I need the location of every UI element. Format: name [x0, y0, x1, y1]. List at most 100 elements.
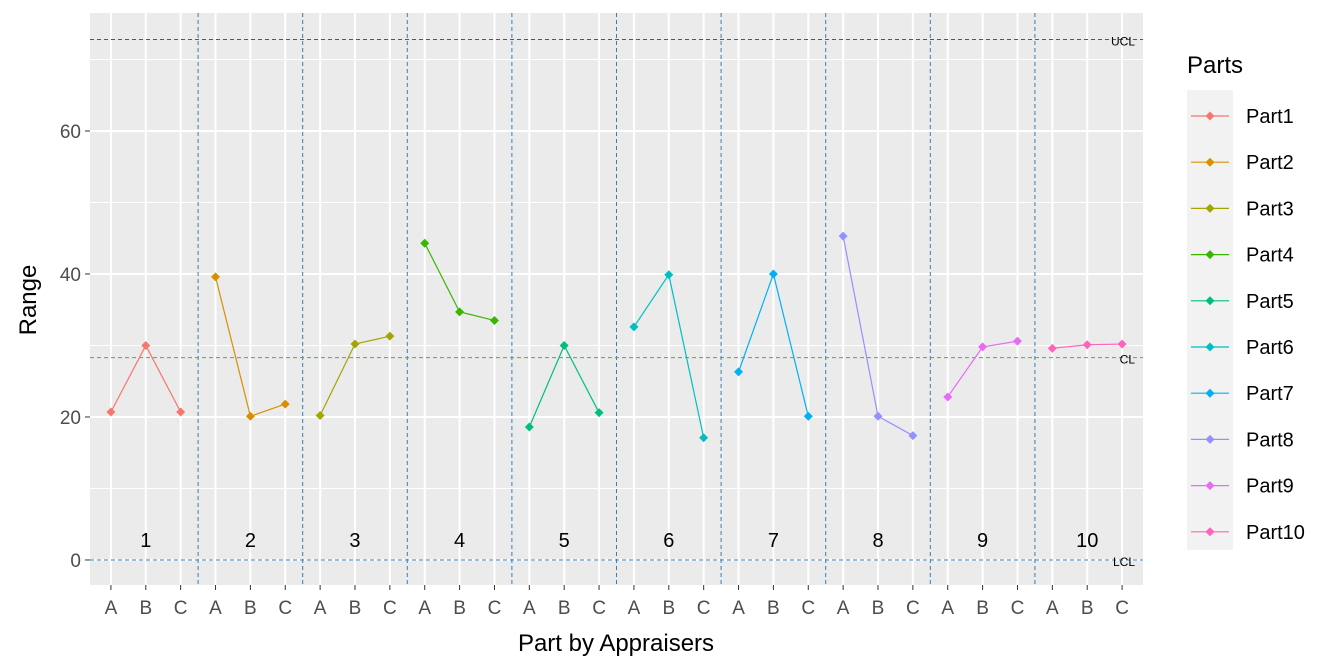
x-tick-label: A: [837, 598, 850, 619]
legend-key-marker: [1205, 296, 1215, 306]
x-tick-label: A: [209, 598, 222, 619]
legend-label: Part1: [1246, 106, 1294, 128]
data-point: [594, 408, 604, 418]
y-tick-label: 40: [60, 265, 81, 286]
legend-key-marker: [1205, 250, 1215, 260]
data-point: [350, 339, 360, 349]
series-part9: [943, 336, 1022, 402]
y-axis-title: Range: [15, 265, 42, 336]
legend-item: Part6: [1191, 337, 1294, 359]
legend-item: Part4: [1191, 245, 1294, 267]
x-tick-label: C: [174, 598, 188, 619]
legend-label: Part6: [1246, 337, 1294, 359]
data-point: [420, 238, 430, 248]
series-part7: [734, 269, 813, 421]
part-label: 6: [663, 530, 674, 552]
x-tick-label: C: [278, 598, 292, 619]
data-point: [908, 431, 918, 441]
data-point: [1047, 343, 1057, 353]
x-tick-label: A: [523, 598, 536, 619]
legend-key-marker: [1205, 434, 1215, 444]
x-tick-label: C: [1115, 598, 1129, 619]
legend-key-marker: [1205, 111, 1215, 121]
legend-label: Part4: [1246, 245, 1294, 267]
series-group: [106, 231, 1127, 443]
x-tick-label: A: [628, 598, 641, 619]
data-point: [315, 411, 325, 421]
x-tick-label: A: [1046, 598, 1059, 619]
x-tick-label: C: [906, 598, 920, 619]
legend-label: Part10: [1246, 522, 1305, 544]
data-point: [734, 367, 744, 377]
legend-item: Part5: [1191, 291, 1294, 313]
legend-label: Part7: [1246, 383, 1294, 405]
ref-label-lcl: LCL: [1113, 555, 1135, 569]
data-point: [699, 433, 709, 443]
legend-label: Part2: [1246, 152, 1294, 174]
x-tick-label: B: [976, 598, 989, 619]
ref-label-ucl: UCL: [1111, 34, 1135, 48]
x-tick-label: B: [872, 598, 885, 619]
legend-items: Part1 Part2 Part3 Part4 Part5 Part6 Part7 Part8…: [1191, 106, 1305, 544]
legend-label: Part8: [1246, 429, 1294, 451]
legend-item: Part7: [1191, 383, 1294, 405]
data-point: [141, 340, 151, 350]
y-axis: 0 20 40 60: [60, 122, 90, 572]
data-point: [211, 272, 221, 282]
legend-item: Part9: [1191, 476, 1294, 498]
series-part2: [211, 272, 290, 421]
x-tick-label: C: [383, 598, 397, 619]
legend-item: Part2: [1191, 152, 1294, 174]
legend-label: Part5: [1246, 291, 1294, 313]
x-tick-label: A: [314, 598, 327, 619]
reference-lines: UCL CL LCL: [90, 34, 1143, 569]
legend-key-marker: [1205, 157, 1215, 167]
x-tick-label: B: [1081, 598, 1094, 619]
series-part3: [315, 331, 395, 421]
series-part5: [524, 340, 604, 432]
legend-item: Part10: [1191, 522, 1305, 544]
legend-item: Part3: [1191, 198, 1294, 220]
x-tick-label: C: [592, 598, 606, 619]
series-part1: [106, 340, 186, 417]
data-point: [455, 307, 465, 317]
x-tick-label: A: [941, 598, 954, 619]
x-tick-label: C: [488, 598, 502, 619]
x-tick-label: C: [1011, 598, 1025, 619]
part-label: 2: [245, 530, 256, 552]
x-tick-label: C: [801, 598, 815, 619]
data-point: [629, 322, 639, 332]
y-tick-label: 60: [60, 122, 81, 143]
x-tick-label: A: [105, 598, 118, 619]
x-tick-label: B: [767, 598, 780, 619]
series-part8: [838, 231, 918, 441]
part-label: 1: [140, 530, 151, 552]
legend-label: Part9: [1246, 476, 1294, 498]
y-tick-label: 0: [70, 551, 81, 572]
data-point: [978, 342, 988, 352]
x-tick-label: C: [697, 598, 711, 619]
data-point: [176, 407, 186, 417]
data-point: [106, 407, 116, 417]
part-label: 7: [768, 530, 779, 552]
data-point: [559, 340, 569, 350]
data-point: [1117, 339, 1127, 349]
data-point: [489, 315, 499, 325]
legend-key-marker: [1205, 527, 1215, 537]
data-point: [768, 269, 778, 279]
legend-key-marker: [1205, 342, 1215, 352]
y-tick-label: 20: [60, 408, 81, 429]
legend-key-marker: [1205, 481, 1215, 491]
x-tick-label: A: [418, 598, 431, 619]
data-point: [943, 392, 953, 402]
x-axis-title: Part by Appraisers: [518, 630, 714, 657]
x-tick-label: B: [244, 598, 257, 619]
part-label: 9: [977, 530, 988, 552]
data-point: [524, 422, 534, 432]
part-label: 8: [872, 530, 883, 552]
grid-major: [90, 13, 1143, 585]
legend-item: Part8: [1191, 429, 1294, 451]
data-point: [385, 331, 395, 341]
